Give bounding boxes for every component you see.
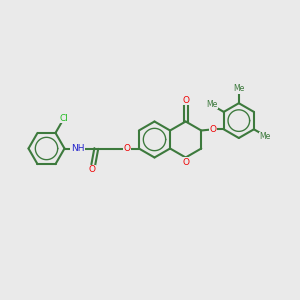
Text: Me: Me (207, 100, 218, 109)
Text: O: O (88, 165, 96, 174)
Text: Cl: Cl (59, 114, 68, 123)
Text: O: O (123, 144, 130, 153)
Text: O: O (182, 96, 189, 105)
Text: O: O (182, 158, 189, 167)
Text: Me: Me (260, 132, 271, 141)
Text: NH: NH (71, 144, 85, 153)
Text: Me: Me (233, 84, 244, 93)
Text: O: O (210, 125, 217, 134)
